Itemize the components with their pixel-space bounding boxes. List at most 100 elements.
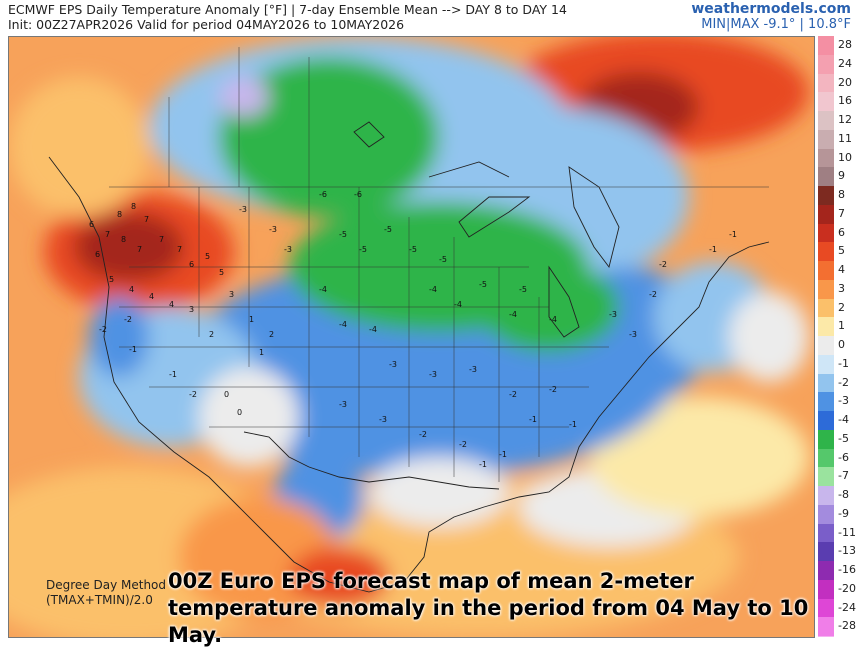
anomaly-label: -2 xyxy=(99,325,107,334)
anomaly-label: -1 xyxy=(569,420,577,429)
legend-label: -28 xyxy=(838,619,856,633)
anomaly-label: -4 xyxy=(319,285,327,294)
anomaly-label: -2 xyxy=(509,390,517,399)
anomaly-label: 8 xyxy=(117,210,122,219)
anomaly-label: 8 xyxy=(121,235,126,244)
anomaly-label: 4 xyxy=(169,300,174,309)
legend-label: 8 xyxy=(838,188,845,201)
legend-label: 7 xyxy=(838,206,845,220)
anomaly-label: -2 xyxy=(124,315,132,324)
legend-level: 4 xyxy=(818,261,858,281)
legend-swatch xyxy=(818,486,834,506)
legend-swatch xyxy=(818,129,834,150)
legend-swatch xyxy=(818,411,834,431)
legend-level: -8 xyxy=(818,486,858,506)
legend-level: 8 xyxy=(818,186,858,206)
anomaly-label: -5 xyxy=(339,230,347,239)
legend-label: -5 xyxy=(838,431,849,445)
anomaly-label: -2 xyxy=(459,440,467,449)
legend-swatch xyxy=(818,467,834,487)
legend-swatch xyxy=(818,598,834,619)
legend-label: 5 xyxy=(838,244,845,258)
legend-label: -2 xyxy=(838,375,849,389)
legend-level: 6 xyxy=(818,223,858,244)
legend-level: -2 xyxy=(818,373,858,394)
anomaly-map: 8 8 7 6 7 8 7 6 7 7 6 5 5 4 5 4 4 3 3 2 … xyxy=(8,36,815,638)
legend-label: -6 xyxy=(838,450,849,464)
legend-label: -7 xyxy=(838,469,849,483)
legend-label: -9 xyxy=(838,506,849,520)
legend-level: 3 xyxy=(818,279,858,300)
anomaly-label: -1 xyxy=(129,345,137,354)
legend-level: -24 xyxy=(818,598,858,619)
legend-swatch xyxy=(818,617,834,637)
legend-level: 7 xyxy=(818,204,858,225)
legend-level: 1 xyxy=(818,317,858,337)
legend-level: 11 xyxy=(818,129,858,150)
anomaly-label: -2 xyxy=(549,385,557,394)
anomaly-label: 3 xyxy=(229,290,234,299)
anomaly-label: 3 xyxy=(189,305,194,314)
anomaly-label: -3 xyxy=(609,310,617,319)
anomaly-label: 7 xyxy=(177,245,182,254)
anomaly-label: -1 xyxy=(499,450,507,459)
legend-label: 24 xyxy=(838,56,852,70)
anomaly-label: -4 xyxy=(454,300,462,309)
anomaly-label: 1 xyxy=(259,348,264,357)
anomaly-label: 6 xyxy=(189,260,194,269)
legend-label: -8 xyxy=(838,488,849,501)
legend-swatch xyxy=(818,279,834,300)
legend-label: 9 xyxy=(838,169,845,183)
degree-day-method: Degree Day Method (TMAX+TMIN)/2.0 xyxy=(46,578,166,608)
legend-swatch xyxy=(818,317,834,337)
legend-label: 3 xyxy=(838,281,845,295)
map-svg: 8 8 7 6 7 8 7 6 7 7 6 5 5 4 5 4 4 3 3 2 … xyxy=(9,37,814,637)
anomaly-label: 1 xyxy=(249,315,254,324)
legend-swatch xyxy=(818,111,834,131)
anomaly-label: 5 xyxy=(219,268,224,277)
anomaly-label: -5 xyxy=(359,245,367,254)
legend-swatch xyxy=(818,73,834,94)
anomaly-label: 2 xyxy=(209,330,214,339)
legend-swatch xyxy=(818,561,834,581)
legend-swatch xyxy=(818,373,834,394)
anomaly-label: -2 xyxy=(659,260,667,269)
legend-swatch xyxy=(818,167,834,187)
legend-label: -24 xyxy=(838,600,856,614)
legend-level: -5 xyxy=(818,429,858,450)
caption: 00Z Euro EPS forecast map of mean 2-mete… xyxy=(168,569,809,647)
legend-level: 2 xyxy=(818,298,858,319)
legend-label: 12 xyxy=(838,113,852,126)
anomaly-label: -3 xyxy=(429,370,437,379)
legend-level: -28 xyxy=(818,617,858,637)
anomaly-label: -5 xyxy=(409,245,417,254)
anomaly-shading xyxy=(9,37,809,637)
legend-label: -3 xyxy=(838,394,849,408)
legend-swatch xyxy=(818,336,834,356)
legend-label: 20 xyxy=(838,75,852,89)
brand-link[interactable]: weathermodels.com xyxy=(691,1,851,17)
legend-swatch xyxy=(818,92,834,112)
legend-level: -11 xyxy=(818,523,858,544)
anomaly-label: -4 xyxy=(339,320,347,329)
anomaly-label: -3 xyxy=(469,365,477,374)
anomaly-label: -2 xyxy=(419,430,427,439)
legend-label: -11 xyxy=(838,525,856,539)
legend-level: 5 xyxy=(818,242,858,262)
anomaly-label: 5 xyxy=(205,252,210,261)
legend-label: 1 xyxy=(838,319,845,333)
legend-label: 2 xyxy=(838,300,845,314)
legend-level: -20 xyxy=(818,579,858,600)
dd-method-line2: (TMAX+TMIN)/2.0 xyxy=(46,593,153,607)
anomaly-label: -4 xyxy=(549,315,557,324)
legend-level: -3 xyxy=(818,392,858,412)
min-max-readout: MIN|MAX -9.1° | 10.8°F xyxy=(701,17,851,32)
anomaly-label: 7 xyxy=(137,245,142,254)
legend-level: 0 xyxy=(818,336,858,356)
legend-level: 12 xyxy=(818,111,858,131)
anomaly-label: -1 xyxy=(709,245,717,254)
chart-title: ECMWF EPS Daily Temperature Anomaly [°F]… xyxy=(8,2,567,17)
anomaly-label: -2 xyxy=(189,390,197,399)
legend-label: 4 xyxy=(838,263,845,276)
legend-swatch xyxy=(818,448,834,469)
